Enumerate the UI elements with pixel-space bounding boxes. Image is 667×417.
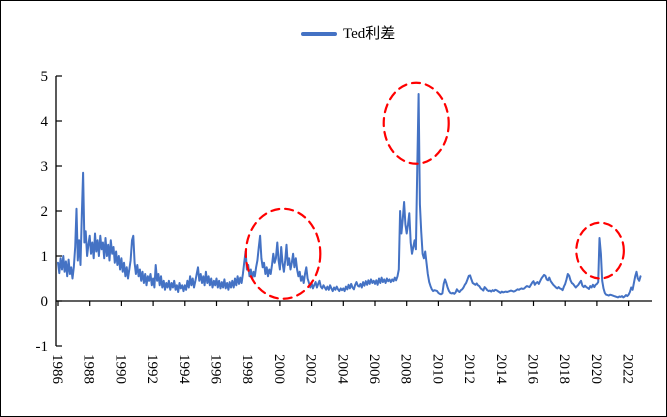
x-axis-tick-label: 2002 [303, 354, 319, 384]
x-axis-tick-label: 2004 [334, 354, 350, 385]
y-axis-tick-label: 1 [41, 249, 49, 265]
x-axis-tick-label: 1988 [81, 354, 97, 384]
legend-line-icon [301, 32, 337, 36]
ted-spread-series-line [57, 93, 642, 299]
x-axis-tick-label: 2008 [398, 354, 414, 384]
y-axis-tick-label: 2 [41, 204, 49, 220]
crisis-annotation-ellipse [382, 81, 450, 165]
legend-label: Ted利差 [343, 26, 396, 42]
x-axis-tick-label: 2012 [461, 354, 477, 384]
crisis-annotation-ellipse [244, 207, 322, 300]
x-axis-tick-label: 2010 [429, 354, 445, 384]
x-axis-tick-label: 1986 [49, 354, 65, 385]
x-axis-tick-label: 2000 [271, 354, 287, 384]
x-axis-tick-label: 1996 [208, 354, 224, 385]
crisis-annotation-ellipse [575, 221, 625, 280]
x-axis-tick-label: 2016 [525, 354, 541, 385]
y-axis-tick-label: 5 [41, 69, 49, 85]
x-axis-tick-label: 1994 [176, 354, 192, 385]
x-axis-tick-label: 2018 [556, 354, 572, 384]
y-axis-tick-label: -1 [36, 339, 49, 355]
x-axis-tick-label: 1998 [239, 354, 255, 384]
x-axis-tick-label: 2022 [620, 354, 636, 384]
legend: Ted利差 [301, 25, 395, 43]
x-axis-tick-label: 1990 [112, 354, 128, 384]
x-axis-tick-label: 2014 [493, 354, 509, 385]
y-axis-tick-label: 4 [41, 114, 49, 130]
y-axis-tick-label: 3 [41, 159, 49, 175]
x-axis-tick-label: 2020 [588, 354, 604, 384]
y-axis-tick-label: 0 [41, 294, 49, 310]
x-axis-tick-label: 2006 [366, 354, 382, 385]
x-axis-tick-label: 1992 [144, 354, 160, 384]
